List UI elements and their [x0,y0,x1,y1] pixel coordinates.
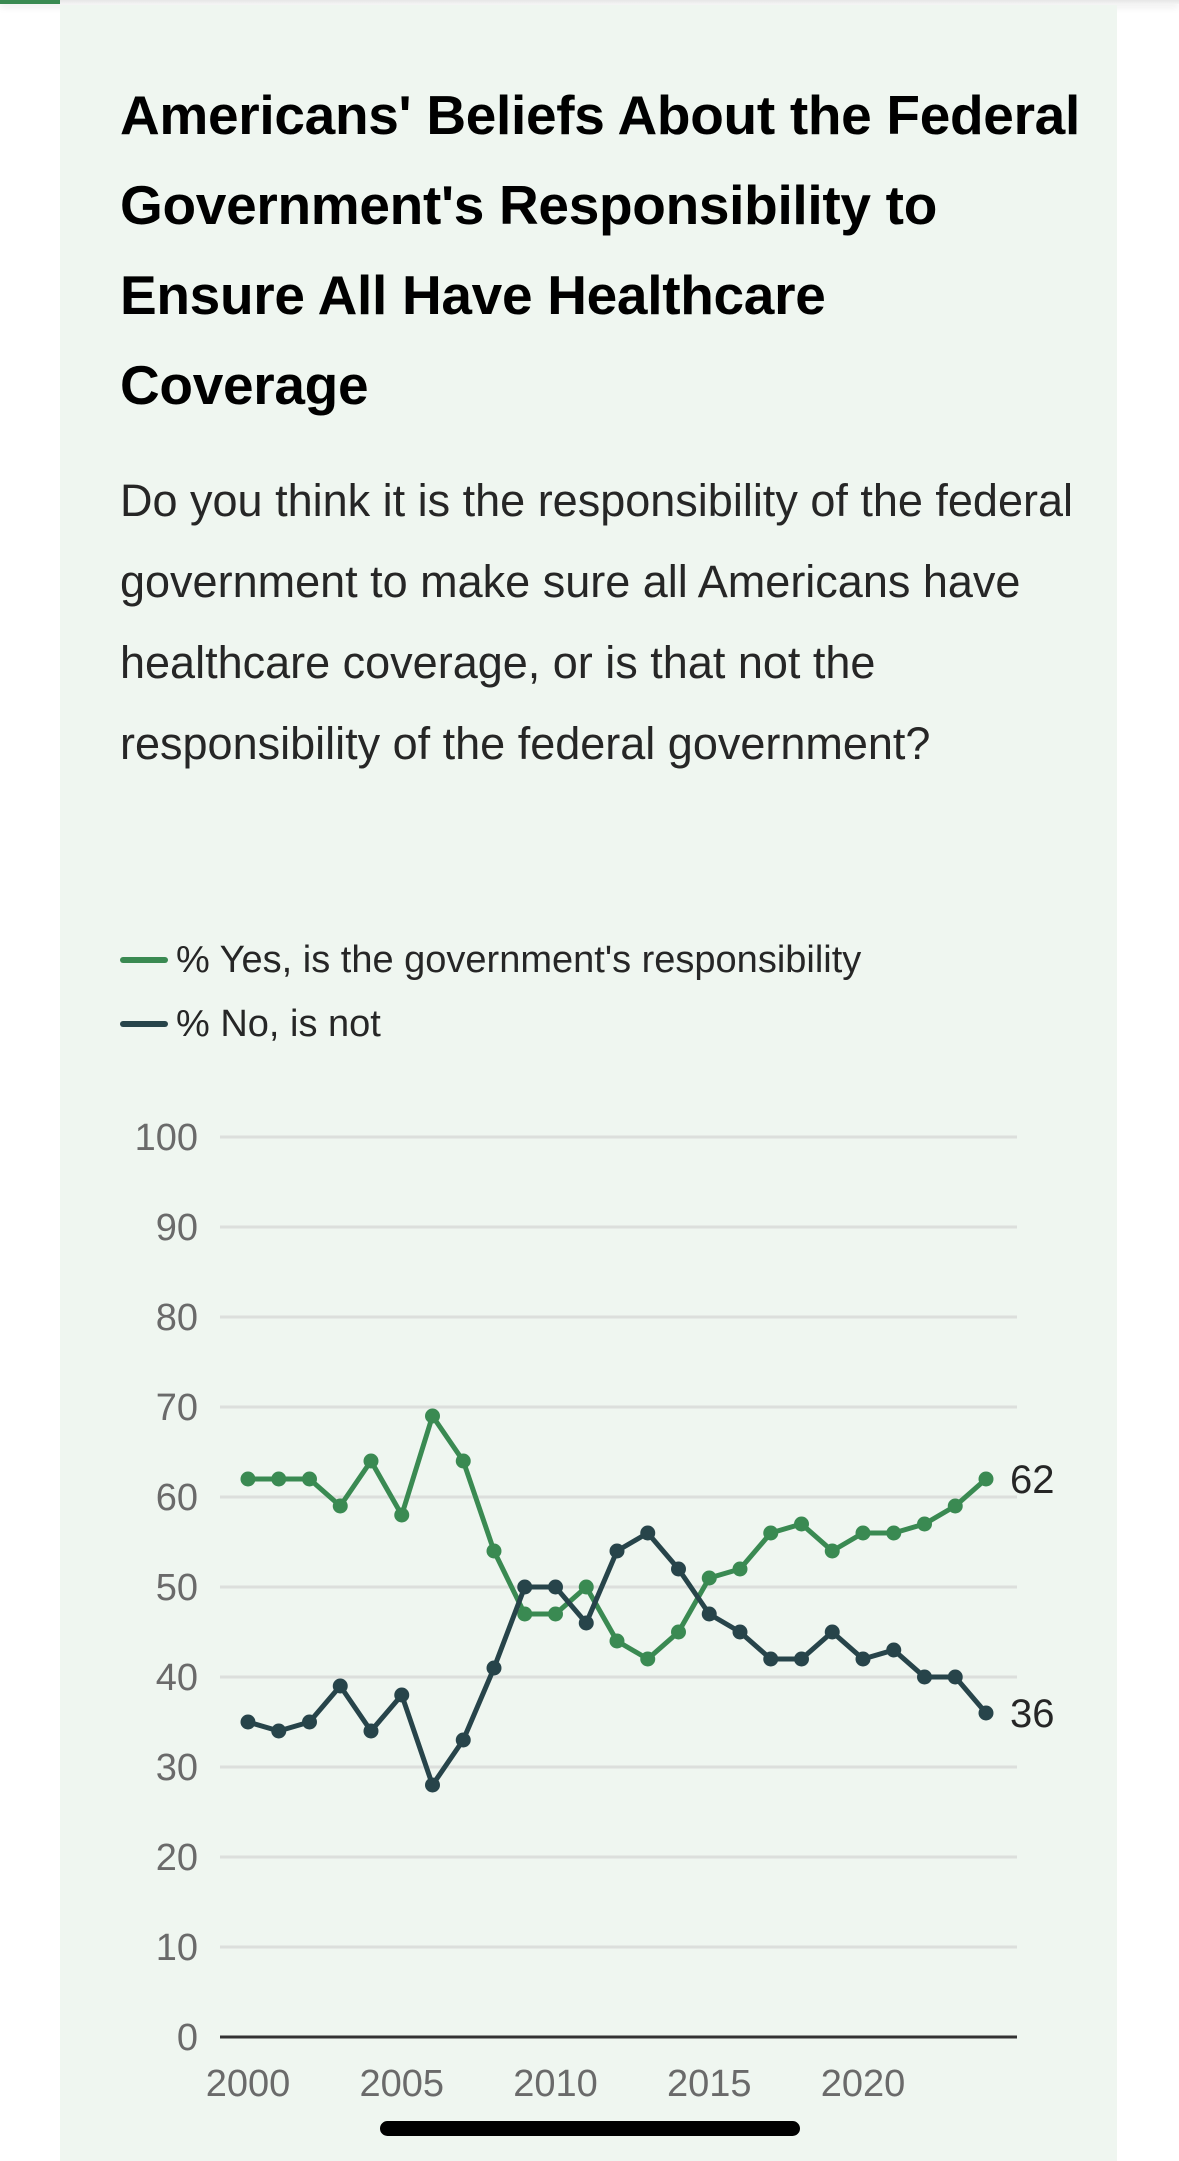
x-tick-label: 2015 [667,2063,752,2105]
chart-title: Americans' Beliefs About the Federal Gov… [120,84,1080,416]
series-line-no [245,1530,989,1788]
accent-tab [0,0,60,4]
top-bar [0,0,1179,4]
y-tick-label: 30 [156,1747,198,1789]
data-point-yes-2013[interactable] [640,1651,656,1667]
data-point-no-2008[interactable] [486,1660,502,1676]
data-point-no-2024[interactable] [978,1705,994,1721]
data-point-yes-2024[interactable] [978,1471,994,1487]
label-layer: 0 10 20 30 40 50 60 70 80 90 100 2000 2005 2010 2015 20… [135,1117,1055,2105]
data-point-yes-2021[interactable] [886,1525,902,1541]
data-point-yes-2006[interactable] [425,1408,440,1424]
data-point-no-2009[interactable] [517,1579,533,1595]
series-line-yes [245,1413,989,1662]
data-point-no-2002[interactable] [302,1714,317,1730]
x-tick-label: 2020 [821,2063,906,2105]
x-tick-label: 2010 [513,2063,598,2105]
data-point-no-2007[interactable] [455,1732,471,1748]
data-point-no-2006[interactable] [425,1777,440,1793]
y-tick-label: 20 [156,1837,198,1879]
data-point-no-2017[interactable] [763,1651,779,1667]
data-point-yes-2022[interactable] [917,1516,932,1532]
legend-item-yes: % Yes, is the government's responsibilit… [120,928,861,992]
legend-swatch-no [120,1021,168,1027]
data-point-no-2011[interactable] [578,1615,594,1631]
data-point-no-2023[interactable] [947,1669,963,1685]
data-point-yes-2017[interactable] [763,1525,779,1541]
data-point-no-2018[interactable] [794,1651,809,1667]
data-point-yes-2016[interactable] [732,1561,748,1577]
y-tick-label: 70 [156,1387,198,1429]
y-tick-label: 50 [156,1567,198,1609]
data-point-no-2010[interactable] [548,1579,563,1595]
data-point-yes-2003[interactable] [332,1498,348,1514]
data-point-yes-2012[interactable] [609,1633,625,1649]
data-point-no-2022[interactable] [917,1669,932,1685]
data-point-no-2000[interactable] [240,1714,256,1730]
data-point-no-2012[interactable] [609,1543,625,1559]
data-point-no-2005[interactable] [394,1687,410,1703]
data-point-yes-2023[interactable] [947,1498,963,1514]
data-point-no-2001[interactable] [271,1723,287,1739]
data-point-no-2020[interactable] [855,1651,871,1667]
data-point-no-2014[interactable] [671,1561,686,1577]
data-point-yes-2002[interactable] [302,1471,317,1487]
series-layer [240,1408,994,1793]
chart-card [60,5,1117,2161]
end-label-yes: 62 [1010,1458,1055,1502]
data-point-yes-2011[interactable] [578,1579,594,1595]
legend-item-no: % No, is not [120,992,861,1056]
home-indicator[interactable] [380,2121,800,2136]
data-point-yes-2010[interactable] [548,1606,563,1622]
data-point-no-2015[interactable] [701,1606,717,1622]
data-point-no-2013[interactable] [640,1525,656,1541]
legend-label-yes: % Yes, is the government's responsibilit… [176,938,862,981]
grid-layer [220,1135,1017,1949]
data-point-no-2004[interactable] [363,1723,379,1739]
y-tick-label: 100 [135,1117,198,1159]
y-tick-label: 40 [156,1657,198,1699]
data-point-yes-2009[interactable] [517,1606,533,1622]
y-tick-label: 0 [177,2017,198,2059]
legend: % Yes, is the government's responsibilit… [120,928,861,1056]
y-tick-label: 10 [156,1927,198,1969]
data-point-yes-2001[interactable] [271,1471,287,1487]
data-point-yes-2020[interactable] [855,1525,871,1541]
legend-swatch-yes [120,957,168,963]
x-tick-label: 2005 [359,2063,444,2105]
data-point-no-2021[interactable] [886,1642,902,1658]
data-point-yes-2000[interactable] [240,1471,256,1487]
data-point-yes-2018[interactable] [794,1516,809,1532]
data-point-no-2003[interactable] [332,1678,348,1694]
data-point-yes-2015[interactable] [701,1570,717,1586]
y-tick-label: 80 [156,1297,198,1339]
y-tick-label: 90 [156,1207,198,1249]
y-tick-label: 60 [156,1477,198,1519]
x-tick-label: 2000 [206,2063,291,2105]
legend-label-no: % No, is not [176,1002,381,1045]
survey-question: Do you think it is the responsibility of… [120,475,1073,769]
data-point-no-2016[interactable] [732,1624,748,1640]
data-point-yes-2014[interactable] [671,1624,686,1640]
data-point-yes-2007[interactable] [455,1453,471,1469]
data-point-yes-2004[interactable] [363,1453,379,1469]
data-point-yes-2008[interactable] [486,1543,502,1559]
data-point-no-2019[interactable] [824,1624,840,1640]
data-point-yes-2005[interactable] [394,1507,410,1523]
data-point-yes-2019[interactable] [824,1543,840,1559]
end-label-no: 36 [1010,1692,1055,1736]
